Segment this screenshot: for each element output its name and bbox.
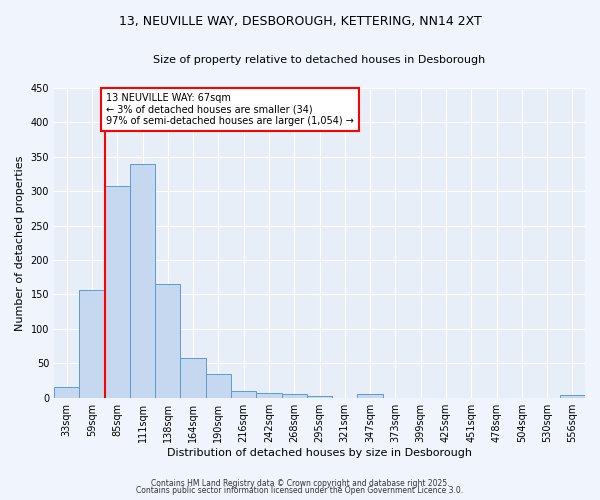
Title: Size of property relative to detached houses in Desborough: Size of property relative to detached ho… <box>154 55 485 65</box>
Text: Contains HM Land Registry data © Crown copyright and database right 2025.: Contains HM Land Registry data © Crown c… <box>151 478 449 488</box>
Y-axis label: Number of detached properties: Number of detached properties <box>15 155 25 330</box>
Bar <box>560 395 585 398</box>
Bar <box>155 284 181 398</box>
Text: 13 NEUVILLE WAY: 67sqm
← 3% of detached houses are smaller (34)
97% of semi-deta: 13 NEUVILLE WAY: 67sqm ← 3% of detached … <box>106 93 354 126</box>
Bar <box>54 388 79 398</box>
Bar <box>231 391 256 398</box>
Bar <box>358 394 383 398</box>
Bar <box>130 164 155 398</box>
Bar <box>256 393 281 398</box>
X-axis label: Distribution of detached houses by size in Desborough: Distribution of detached houses by size … <box>167 448 472 458</box>
Text: 13, NEUVILLE WAY, DESBOROUGH, KETTERING, NN14 2XT: 13, NEUVILLE WAY, DESBOROUGH, KETTERING,… <box>119 15 481 28</box>
Bar <box>104 186 130 398</box>
Bar <box>206 374 231 398</box>
Bar <box>181 358 206 398</box>
Text: Contains public sector information licensed under the Open Government Licence 3.: Contains public sector information licen… <box>136 486 464 495</box>
Bar <box>307 396 332 398</box>
Bar <box>281 394 307 398</box>
Bar <box>79 290 104 398</box>
